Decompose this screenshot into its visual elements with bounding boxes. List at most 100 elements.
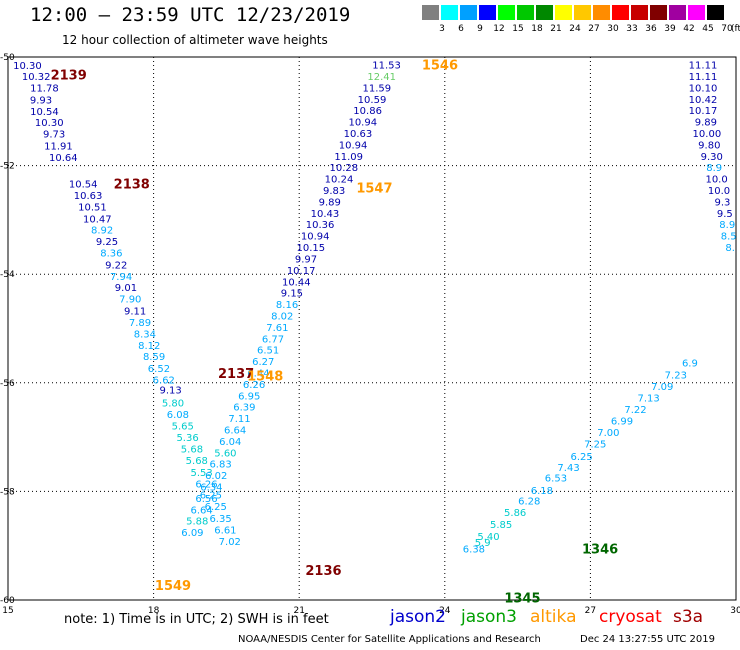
wave-height-point: 10.94	[301, 232, 330, 243]
legend-label-24: 24	[569, 24, 581, 34]
wave-height-point: 6.28	[518, 497, 540, 508]
wave-height-point: 7.02	[219, 537, 241, 548]
y-tick-label: -56	[0, 379, 15, 389]
legend-unit: (ft)	[731, 24, 740, 34]
wave-height-point: 7.11	[228, 414, 250, 425]
legend-swatch-30	[593, 5, 610, 20]
wave-height-point: 6.95	[238, 391, 260, 402]
wave-height-point: 10.59	[358, 95, 387, 106]
wave-height-point: 7.94	[110, 272, 132, 283]
wave-height-point: 5.60	[214, 448, 236, 459]
wave-height-point: 7.09	[651, 382, 673, 393]
legend-swatch-36	[631, 5, 648, 20]
wave-height-point: 10.10	[689, 83, 718, 94]
wave-height-point: 6.09	[181, 528, 203, 539]
wave-height-point: 6.02	[205, 471, 227, 482]
wave-height-point: 10.30	[35, 118, 64, 129]
wave-height-point: 6.26	[195, 479, 217, 490]
pass-label: 2137	[218, 367, 254, 382]
legend-swatch-15	[498, 5, 515, 20]
wave-height-point: 10.17	[689, 106, 718, 117]
legend-swatch-33	[612, 5, 629, 20]
legend-label-3: 3	[439, 24, 445, 34]
y-tick-label: -58	[0, 487, 15, 497]
wave-height-point: 7.22	[624, 405, 646, 416]
wave-height-point: 7.61	[266, 323, 288, 334]
wave-height-point: 8.34	[134, 329, 156, 340]
wave-height-point: 5.80	[162, 398, 184, 409]
wave-height-point: 9.73	[43, 130, 65, 141]
wave-height-point: 10.63	[74, 191, 103, 202]
wave-height-point: 8.9	[706, 163, 722, 174]
wave-height-point: 10.94	[348, 118, 377, 129]
pass-label: 1346	[582, 542, 618, 557]
wave-height-point: 11.11	[689, 61, 718, 72]
wave-height-point: 6.77	[262, 334, 284, 345]
y-tick-label: -54	[0, 270, 15, 280]
wave-height-point: 6.34	[200, 483, 222, 494]
legend-label-42: 42	[683, 24, 695, 34]
wave-height-point: 11.09	[334, 152, 363, 163]
wave-height-point: 6.62	[153, 376, 175, 387]
x-tick-label: 30	[730, 606, 740, 616]
legend-label-39: 39	[664, 24, 676, 34]
wave-height-point: 9.93	[30, 95, 52, 106]
pass-label: 2139	[51, 68, 87, 83]
wave-height-point: 9.25	[96, 237, 118, 248]
satellite-jason3: jason3	[461, 607, 517, 627]
wave-height-point: 9.11	[124, 307, 146, 318]
wave-height-point: 11.53	[372, 61, 401, 72]
wave-height-point: 7.43	[557, 463, 579, 474]
wave-height-point: 11.11	[689, 72, 718, 83]
wave-height-point: 6.08	[167, 410, 189, 421]
wave-height-point: 5.36	[176, 433, 198, 444]
legend-label-15: 15	[512, 24, 524, 34]
wave-height-point: 7.89	[129, 318, 151, 329]
wave-height-point: 6.61	[214, 525, 236, 536]
legend-label-21: 21	[550, 24, 562, 34]
wave-height-point: 6.44	[247, 368, 269, 379]
wave-height-point: 8.16	[276, 300, 298, 311]
legend-label-6: 6	[458, 24, 464, 34]
x-tick-label: 21	[293, 606, 304, 616]
legend-swatch-6	[441, 5, 458, 20]
wave-height-point: 8.5	[721, 232, 737, 243]
wave-height-point: 9.15	[281, 289, 303, 300]
pass-label: 2138	[114, 178, 150, 193]
legend-label-45: 45	[702, 24, 714, 34]
wave-height-point: 9.30	[701, 152, 723, 163]
wave-height-point: 6.99	[611, 416, 633, 427]
wave-height-point: 10.24	[325, 175, 354, 186]
wave-height-point: 5.85	[490, 520, 512, 531]
x-tick-label: 15	[2, 606, 13, 616]
pass-label: 1548	[247, 370, 283, 385]
wave-height-point: 10.30	[13, 61, 42, 72]
wave-height-point: 10.36	[306, 220, 335, 231]
x-tick-label: 18	[148, 606, 160, 616]
wave-height-point: 11.91	[44, 142, 73, 153]
satellite-altika: altika	[530, 607, 577, 627]
wave-height-point: 6.04	[219, 437, 241, 448]
wave-height-point: 10.54	[30, 107, 59, 118]
wave-height-point: 6.25	[200, 491, 222, 502]
wave-height-point: 6.18	[531, 486, 553, 497]
wave-height-point: 9.89	[695, 118, 717, 129]
pass-label: 1547	[356, 181, 392, 196]
wave-height-point: 5.86	[504, 508, 526, 519]
wave-height-point: 6.52	[148, 364, 170, 375]
wave-height-point: 10.0	[705, 175, 727, 186]
wave-height-point: 10.00	[693, 129, 722, 140]
wave-height-point: 10.64	[49, 153, 78, 164]
x-tick-label: 27	[585, 606, 596, 616]
wave-height-point: 7.00	[597, 428, 619, 439]
legend-label-9: 9	[477, 24, 483, 34]
satellite-cryosat: cryosat	[599, 607, 662, 627]
wave-height-point: 9.97	[295, 254, 317, 265]
plot-frame	[7, 56, 737, 601]
wave-height-point: 6.25	[205, 502, 227, 513]
wave-height-point: 10.86	[353, 106, 382, 117]
generation-timestamp: Dec 24 13:27:55 UTC 2019	[580, 634, 715, 645]
wave-height-point: 6.39	[233, 403, 255, 414]
wave-height-point: 6.56	[195, 494, 217, 505]
